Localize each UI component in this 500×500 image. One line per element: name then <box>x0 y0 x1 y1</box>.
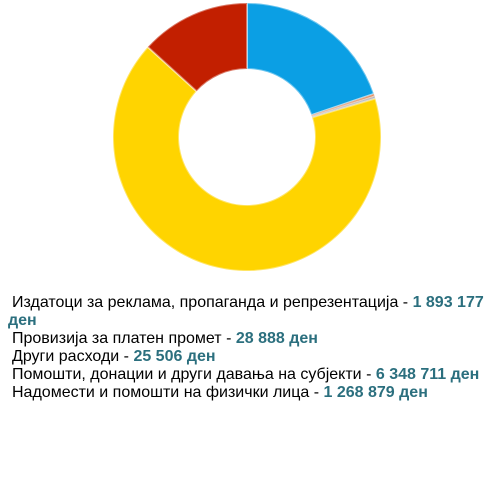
legend-item: Помошти, донации и други давања на субје… <box>8 366 498 384</box>
legend-value: 1 268 879 ден <box>323 384 428 401</box>
legend: Издатоци за реклама, пропаганда и репрез… <box>8 294 498 402</box>
donut-slice <box>246 1 376 117</box>
legend-value: 25 506 ден <box>133 348 216 365</box>
legend-label: Издатоци за реклама, пропаганда и репрез… <box>12 294 399 311</box>
legend-item: Други расходи - 25 506 ден <box>8 348 498 366</box>
legend-value: 28 888 ден <box>235 330 318 347</box>
legend-value: 6 348 711 ден <box>375 366 480 383</box>
legend-separator: - <box>119 348 134 365</box>
donut-slice <box>310 95 377 119</box>
legend-item: Издатоци за реклама, пропаганда и репрез… <box>8 294 498 330</box>
donut-chart <box>112 1 382 272</box>
donut-slice <box>112 45 382 272</box>
legend-item: Надомести и помошти на физички лица - 1 … <box>8 384 498 402</box>
legend-label: Помошти, донации и други давања на субје… <box>12 366 362 383</box>
legend-separator: - <box>309 384 324 401</box>
legend-separator: - <box>361 366 376 383</box>
legend-label: Надомести и помошти на физички лица <box>12 384 310 401</box>
legend-label: Други расходи <box>12 348 120 365</box>
donut-slice <box>310 92 376 118</box>
donut-slice <box>146 1 248 93</box>
legend-item: Провизија за платен промет - 28 888 ден <box>8 330 498 348</box>
legend-separator: - <box>221 330 236 347</box>
legend-label: Провизија за платен промет <box>12 330 222 347</box>
legend-value: 1 893 177 ден <box>8 294 484 329</box>
legend-separator: - <box>398 294 413 311</box>
